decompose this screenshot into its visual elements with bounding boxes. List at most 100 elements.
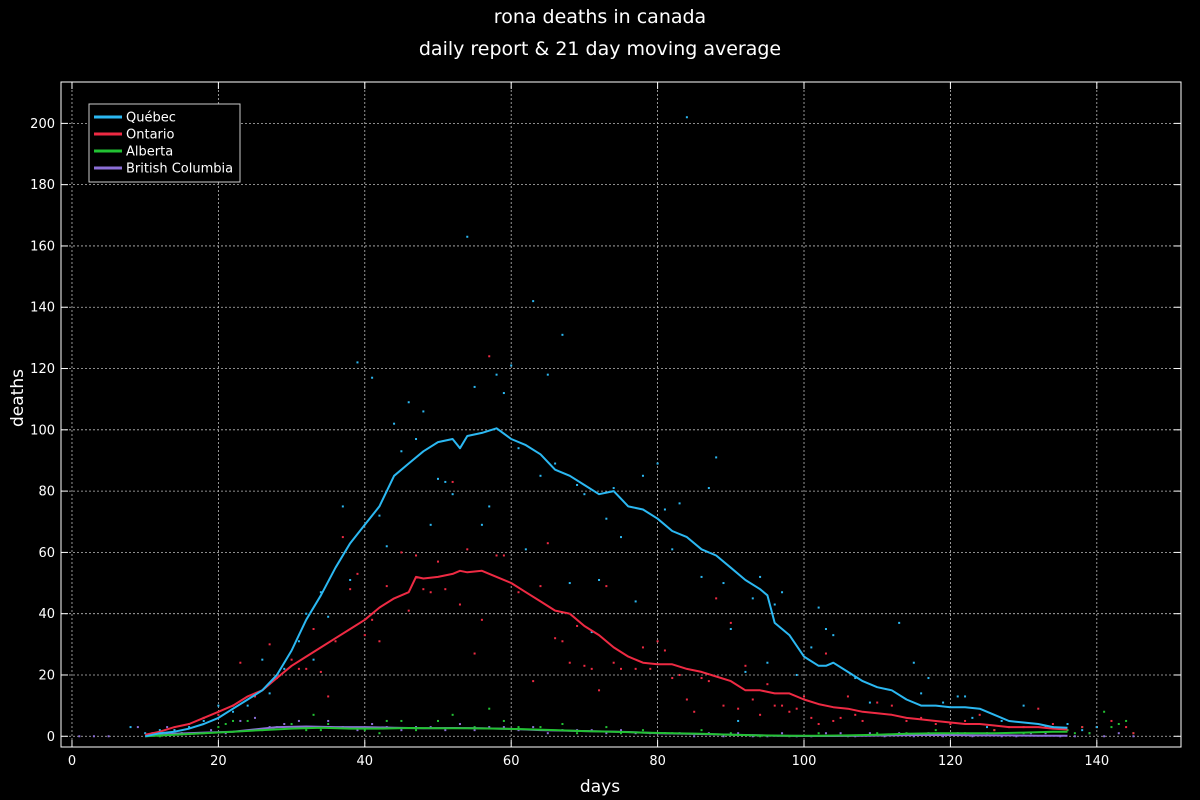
daily-point-ontario (759, 713, 762, 716)
y-tick-label: 60 (38, 546, 55, 561)
daily-point-british-columbia (824, 732, 827, 735)
daily-point-british-columbia (751, 735, 754, 738)
daily-point-alberta (305, 729, 308, 732)
daily-point-ontario (634, 667, 637, 670)
daily-point-ontario (824, 652, 827, 655)
x-axis-label: days (580, 777, 620, 797)
daily-point-quebec (832, 634, 835, 637)
daily-point-ontario (641, 646, 644, 649)
daily-point-ontario (1051, 723, 1054, 726)
daily-point-british-columbia (532, 726, 535, 729)
daily-point-ontario (949, 723, 952, 726)
x-tick-label: 100 (792, 754, 817, 769)
grid-lines (61, 82, 1181, 747)
daily-point-quebec (217, 704, 220, 707)
daily-point-quebec (583, 493, 586, 496)
daily-point-quebec (327, 615, 330, 618)
daily-point-quebec (1022, 704, 1025, 707)
daily-point-ontario (817, 723, 820, 726)
daily-point-quebec (444, 480, 447, 483)
daily-point-british-columbia (693, 735, 696, 738)
daily-point-alberta (385, 719, 388, 722)
daily-point-british-columbia (488, 726, 491, 729)
x-tick-label: 0 (68, 754, 76, 769)
daily-point-quebec (685, 116, 688, 119)
daily-point-ontario (568, 661, 571, 664)
daily-point-alberta (502, 719, 505, 722)
daily-point-ontario (598, 689, 601, 692)
daily-point-british-columbia (781, 732, 784, 735)
daily-point-alberta (217, 726, 220, 729)
daily-point-quebec (620, 536, 622, 539)
daily-point-quebec (773, 603, 776, 606)
x-tick-label: 40 (357, 754, 374, 769)
daily-point-british-columbia (502, 726, 505, 729)
y-tick-label: 120 (30, 362, 55, 377)
daily-point-quebec (964, 695, 967, 698)
y-tick-label: 80 (38, 485, 55, 500)
daily-point-ontario (846, 695, 849, 698)
daily-point-british-columbia (839, 732, 842, 735)
daily-point-alberta (817, 732, 820, 735)
daily-point-british-columbia (737, 732, 740, 735)
daily-point-quebec (349, 578, 352, 581)
daily-point-quebec (517, 447, 520, 450)
daily-point-british-columbia (297, 719, 300, 722)
daily-point-alberta (319, 729, 322, 732)
daily-point-quebec (188, 726, 191, 729)
daily-report-points (78, 116, 1135, 738)
daily-point-quebec (283, 667, 286, 670)
daily-point-quebec (400, 450, 403, 453)
daily-point-quebec (612, 487, 615, 490)
daily-point-quebec (700, 575, 703, 578)
daily-point-ontario (964, 719, 967, 722)
daily-point-ontario (905, 719, 908, 722)
daily-point-alberta (1088, 732, 1091, 735)
daily-point-quebec (810, 646, 813, 649)
daily-point-british-columbia (400, 729, 403, 732)
daily-point-quebec (268, 692, 271, 695)
daily-point-ontario (400, 551, 403, 554)
daily-point-alberta (700, 729, 703, 732)
chart-subtitle: daily report & 21 day moving average (418, 38, 782, 60)
daily-point-quebec (319, 591, 322, 594)
daily-point-quebec (634, 600, 637, 603)
daily-point-quebec (554, 462, 557, 465)
daily-point-british-columbia (429, 726, 432, 729)
daily-point-ontario (590, 667, 593, 670)
daily-point-ontario (480, 618, 483, 621)
daily-point-british-columbia (868, 732, 871, 735)
moving-average-lines (144, 427, 1068, 738)
daily-point-alberta (1110, 726, 1113, 729)
daily-point-ontario (693, 710, 696, 713)
daily-point-ontario (554, 637, 557, 640)
daily-point-quebec (766, 661, 769, 664)
daily-point-ontario (305, 667, 308, 670)
daily-point-quebec (986, 726, 989, 729)
daily-point-ontario (788, 710, 791, 713)
daily-point-alberta (312, 713, 315, 716)
daily-point-ontario (766, 683, 769, 686)
daily-point-quebec (729, 628, 732, 631)
daily-point-ontario (620, 667, 622, 670)
daily-point-ontario (861, 719, 864, 722)
daily-point-british-columbia (590, 729, 593, 732)
daily-point-quebec (312, 658, 315, 661)
daily-point-british-columbia (166, 726, 169, 729)
daily-point-quebec (722, 582, 725, 585)
daily-point-british-columbia (92, 735, 95, 738)
daily-point-british-columbia (239, 719, 242, 722)
daily-point-ontario (576, 624, 579, 627)
daily-point-ontario (436, 560, 439, 563)
daily-point-ontario (832, 719, 835, 722)
daily-point-ontario (876, 701, 879, 704)
daily-point-ontario (290, 658, 293, 661)
daily-point-ontario (722, 704, 725, 707)
daily-point-ontario (707, 680, 710, 683)
daily-point-british-columbia (942, 735, 945, 738)
daily-point-alberta (451, 713, 454, 716)
daily-point-ontario (978, 713, 981, 716)
daily-point-quebec (488, 505, 491, 508)
daily-point-ontario (539, 585, 542, 588)
